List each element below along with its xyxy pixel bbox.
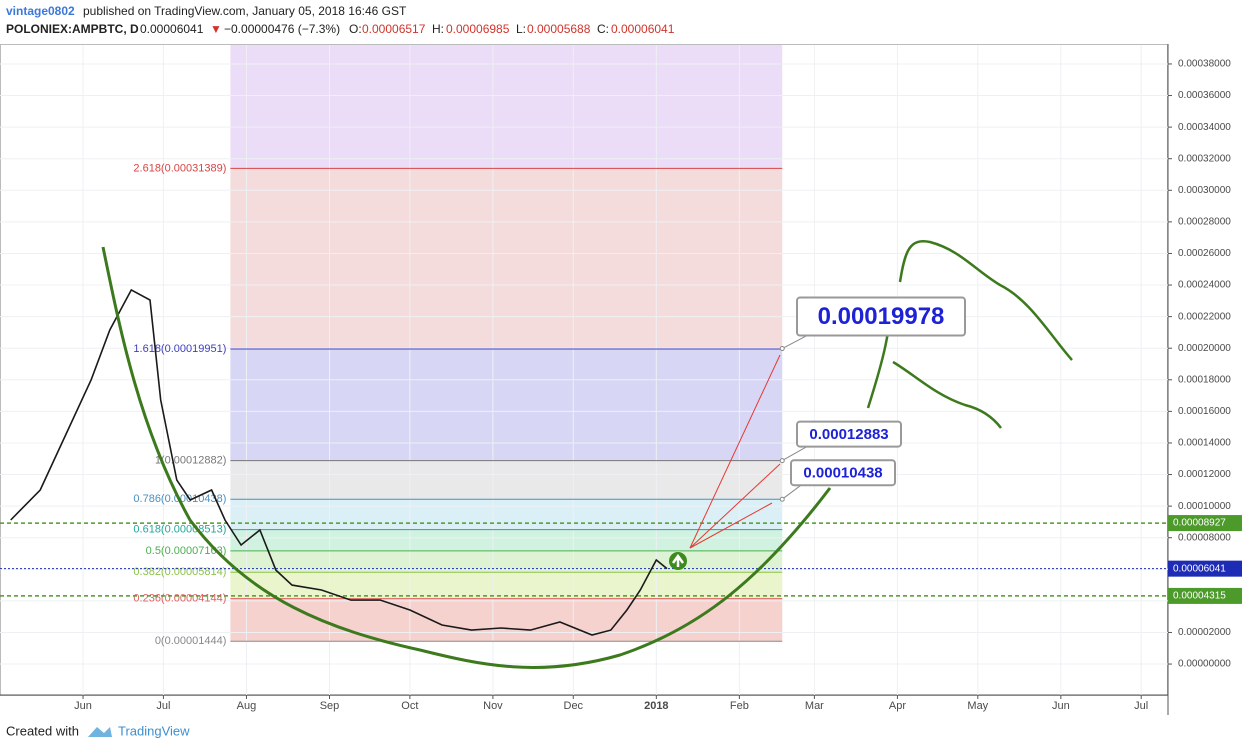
y-tick-label: 0.00034000 bbox=[1178, 122, 1231, 133]
callout-box bbox=[796, 420, 902, 448]
change: −0.00000476 (−7.3%) bbox=[224, 22, 340, 36]
y-tick-label: 0.00014000 bbox=[1178, 438, 1231, 449]
price-tag-label: 0.00006041 bbox=[1173, 563, 1226, 574]
arrow bbox=[689, 502, 773, 549]
drawn-curve bbox=[101, 246, 832, 669]
open-label: O: bbox=[349, 22, 362, 36]
callout-pointer bbox=[782, 335, 808, 349]
x-tick-label: Jun bbox=[1052, 700, 1070, 712]
price-tag bbox=[1168, 515, 1242, 532]
x-tick-label: Aug bbox=[237, 700, 257, 712]
fib-label: 0.618(0.00008513) bbox=[133, 524, 226, 536]
y-tick-label: 0.00008000 bbox=[1178, 532, 1231, 543]
x-tick-label: May bbox=[967, 700, 988, 712]
price-tag-label: 0.00004315 bbox=[1173, 591, 1226, 602]
footer-created: Created with bbox=[6, 723, 79, 738]
fib-band bbox=[230, 550, 783, 573]
fib-label: 0.382(0.00005814) bbox=[133, 566, 226, 578]
callout-label: 0.00019978 bbox=[818, 303, 945, 330]
y-tick-label: 0.00020000 bbox=[1178, 343, 1231, 354]
y-tick-label: 0.00002000 bbox=[1178, 627, 1231, 638]
callout-anchor bbox=[779, 346, 785, 352]
y-tick-label: 0.00016000 bbox=[1178, 406, 1231, 417]
x-tick-label: Dec bbox=[564, 700, 584, 712]
high-label: H: bbox=[432, 22, 444, 36]
drawn-curve bbox=[892, 360, 1002, 429]
fib-label: 0(0.00001444) bbox=[155, 635, 227, 647]
callout-pointer bbox=[781, 484, 802, 500]
fib-band bbox=[230, 598, 783, 642]
high: 0.00006985 bbox=[446, 22, 510, 36]
callout-label: 0.00010438 bbox=[803, 465, 882, 482]
close: 0.00006041 bbox=[611, 22, 675, 36]
fib-band bbox=[230, 168, 783, 349]
up-icon-arrow bbox=[671, 553, 685, 567]
y-tick-label: 0.00038000 bbox=[1178, 59, 1231, 70]
price-tag bbox=[1168, 560, 1242, 577]
y-tick-label: 0.00010000 bbox=[1178, 501, 1231, 512]
y-tick-label: 0.00026000 bbox=[1178, 248, 1231, 259]
y-tick-label: 0.00000000 bbox=[1178, 659, 1231, 670]
x-tick-label: Jun bbox=[74, 700, 92, 712]
fib-label: 0.5(0.00007163) bbox=[146, 545, 227, 557]
footer-brand[interactable]: TradingView bbox=[118, 723, 190, 738]
y-tick-label: 0.00018000 bbox=[1178, 374, 1231, 385]
x-tick-label: 2018 bbox=[644, 700, 668, 712]
fib-label: 1.618(0.00019951) bbox=[133, 343, 226, 355]
arrow bbox=[689, 463, 781, 549]
y-tick-label: 0.00024000 bbox=[1178, 280, 1231, 291]
y-tick-label: 0.00022000 bbox=[1178, 311, 1231, 322]
open: 0.00006517 bbox=[362, 22, 426, 36]
fib-band bbox=[230, 499, 783, 530]
low-label: L: bbox=[516, 22, 526, 36]
x-tick-label: Apr bbox=[889, 700, 906, 712]
x-tick-label: Feb bbox=[730, 700, 749, 712]
fib-band bbox=[230, 460, 783, 500]
x-tick-label: Mar bbox=[805, 700, 824, 712]
y-tick-label: 0.00032000 bbox=[1178, 153, 1231, 164]
y-tick-label: 0.00028000 bbox=[1178, 217, 1231, 228]
x-tick-label: Nov bbox=[483, 700, 503, 712]
price-tag bbox=[1168, 587, 1242, 604]
fib-band bbox=[230, 45, 783, 169]
fib-band bbox=[230, 529, 783, 551]
callout-anchor bbox=[779, 458, 785, 464]
callout-box bbox=[796, 296, 966, 337]
symbol: POLONIEX:AMPBTC, D bbox=[6, 22, 139, 36]
fib-label: 0.236(0.00004144) bbox=[133, 593, 226, 605]
arrows bbox=[689, 354, 781, 549]
callout-anchor bbox=[779, 496, 785, 502]
publisher[interactable]: vintage0802 bbox=[6, 4, 75, 18]
callout-pointer bbox=[781, 446, 808, 462]
callout-label: 0.00012883 bbox=[809, 426, 888, 443]
callout-box bbox=[790, 459, 896, 487]
price-tag-label: 0.00008927 bbox=[1173, 518, 1226, 529]
fib-layer bbox=[0, 45, 1168, 695]
fib-band bbox=[230, 348, 783, 461]
x-tick-label: Jul bbox=[1134, 700, 1148, 712]
published-text: published on TradingView.com, January 05… bbox=[83, 4, 407, 18]
price: 0.00006041 bbox=[140, 22, 204, 36]
fib-band bbox=[230, 572, 783, 599]
low: 0.00005688 bbox=[527, 22, 591, 36]
lines-layer: 0(0.00001444) 0.236(0.00004144) 0.382(0.00… bbox=[0, 162, 1168, 647]
y-tick-label: 0.00012000 bbox=[1178, 469, 1231, 480]
fib-label: 2.618(0.00031389) bbox=[133, 162, 226, 174]
y-tick-label: 0.00036000 bbox=[1178, 90, 1231, 101]
x-tick-label: Sep bbox=[320, 700, 340, 712]
close-label: C: bbox=[597, 22, 609, 36]
drawn-curve bbox=[898, 240, 1073, 361]
x-tick-label: Oct bbox=[401, 700, 418, 712]
arrow bbox=[689, 354, 781, 549]
brand-logo bbox=[88, 727, 112, 737]
x-tick-label: Jul bbox=[156, 700, 170, 712]
fib-label: 1(0.00012882) bbox=[155, 455, 227, 467]
price-line-series bbox=[10, 288, 668, 636]
y-tick-label: 0.00030000 bbox=[1178, 185, 1231, 196]
change-arrow: ▼ bbox=[210, 22, 222, 36]
